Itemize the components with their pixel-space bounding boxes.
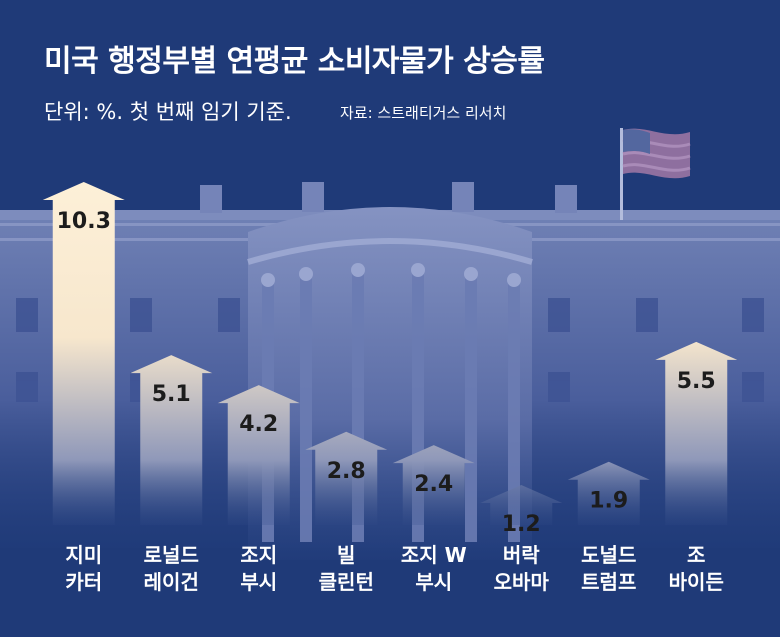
- category-label: 버락: [503, 543, 540, 567]
- chart-subtitle: 단위: %. 첫 번째 임기 기준.: [44, 100, 292, 124]
- category-label: 바이든: [669, 570, 724, 594]
- category-label: 빌: [337, 543, 355, 567]
- arrow-bar: [217, 385, 300, 525]
- value-label: 5.5: [677, 369, 716, 394]
- arrow-bar: [655, 341, 738, 525]
- category-label: 레이건: [144, 570, 199, 594]
- arrow-bar: [480, 485, 563, 525]
- category-label: 도널드: [581, 543, 636, 567]
- chart-source: 자료: 스트래티거스 리서치: [340, 104, 507, 122]
- arrow-bars: [42, 182, 738, 525]
- category-label: 부시: [415, 570, 452, 594]
- value-label: 5.1: [152, 382, 191, 407]
- category-label: 부시: [240, 570, 277, 594]
- arrow-bar: [567, 461, 650, 525]
- value-label: 1.2: [502, 512, 541, 537]
- category-label: 클린턴: [319, 570, 374, 594]
- value-labels: 10.3 5.1 4.2 2.8 2.4 1.2 1.9 5.5: [57, 209, 716, 537]
- value-label: 10.3: [57, 209, 111, 234]
- category-label: 조지 W: [401, 543, 467, 567]
- value-label: 1.9: [589, 489, 628, 514]
- value-label: 2.8: [327, 459, 366, 484]
- arrow-bar: [42, 182, 125, 525]
- category-label: 트럼프: [581, 570, 636, 594]
- arrow-bar: [392, 445, 475, 525]
- category-label: 오바마: [494, 570, 550, 594]
- category-label: 카터: [65, 570, 102, 594]
- category-label: 지미: [65, 543, 102, 567]
- category-label: 조지: [240, 543, 277, 567]
- category-label: 로널드: [144, 543, 199, 567]
- chart-title: 미국 행정부별 연평균 소비자물가 상승률: [44, 44, 545, 79]
- value-label: 4.2: [239, 412, 278, 437]
- arrow-bar: [130, 355, 213, 525]
- category-label: 조: [687, 543, 705, 567]
- value-label: 2.4: [414, 472, 453, 497]
- arrow-bar: [305, 431, 388, 525]
